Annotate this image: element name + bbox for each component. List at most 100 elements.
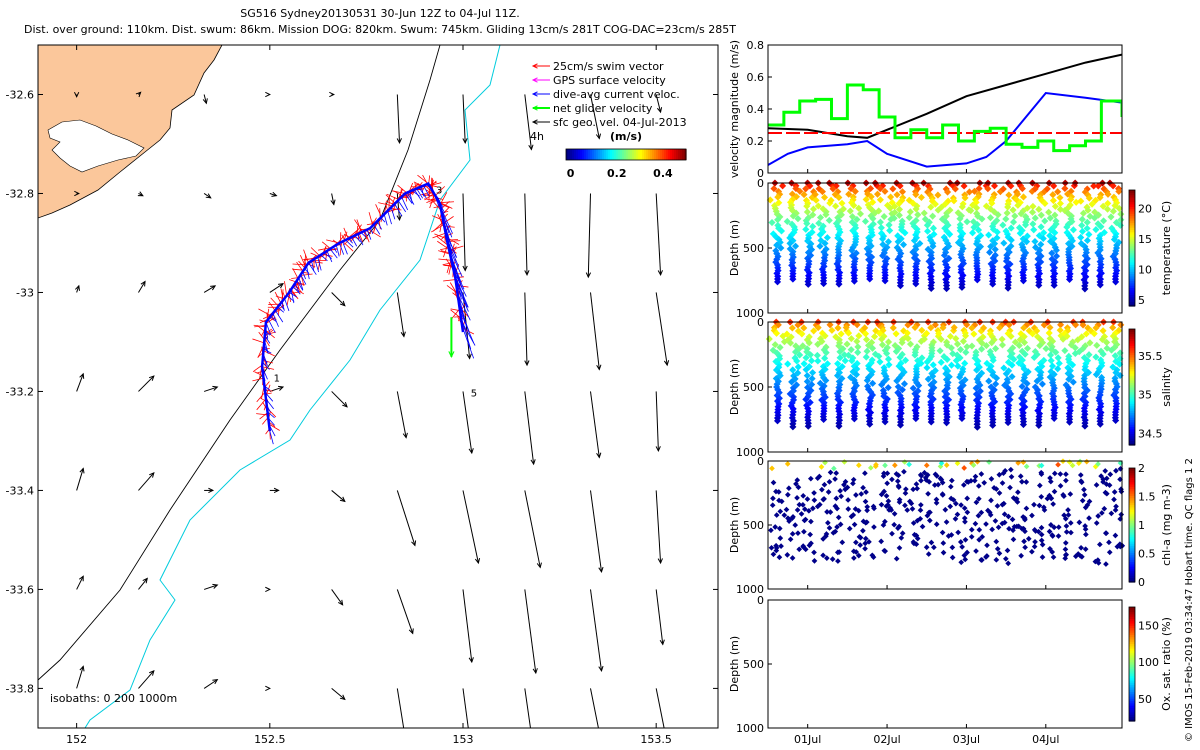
profile-sample-point xyxy=(989,280,997,288)
chl-sample-point xyxy=(889,530,895,537)
chl-sample-point xyxy=(787,536,794,543)
geostrophic-vector xyxy=(462,193,466,271)
profile-sample-point xyxy=(969,229,977,237)
geostrophic-vector-head xyxy=(74,284,80,291)
chl-sample-point xyxy=(851,555,857,561)
colorbar-segment xyxy=(1129,540,1135,544)
profile-sample-point xyxy=(855,332,863,340)
geostrophic-vector xyxy=(203,193,212,199)
section-frame xyxy=(767,599,1123,729)
chl-sample-point xyxy=(769,465,775,472)
colorbar-segment xyxy=(1129,689,1135,692)
chl-sample-point xyxy=(1111,489,1118,495)
profile-sample-point xyxy=(803,378,811,386)
colorbar-segment xyxy=(1129,273,1135,277)
profile-sample-point xyxy=(893,377,901,385)
swim-vector xyxy=(385,194,396,204)
chl-sample-point xyxy=(1083,531,1089,538)
profile-sample-point xyxy=(929,372,937,380)
chl-sample-point xyxy=(866,539,872,545)
chl-sample-point xyxy=(816,473,823,480)
profile-sample-point xyxy=(789,275,797,283)
geostrophic-vector-head xyxy=(655,446,661,452)
colorbar-segment xyxy=(650,149,653,160)
colorbar-segment xyxy=(1129,238,1135,242)
colorbar-segment xyxy=(1129,442,1135,446)
profile-sample-point xyxy=(853,321,861,329)
colorbar-segment xyxy=(1129,438,1135,441)
chl-sample-point xyxy=(851,521,858,528)
chl-sample-point xyxy=(970,462,977,468)
geostrophic-vector xyxy=(331,589,344,606)
chl-sample-point xyxy=(807,531,813,538)
colorbar-segment xyxy=(1129,707,1135,711)
colorbar-segment xyxy=(1129,363,1135,367)
profile-sample-point xyxy=(988,339,996,347)
geostrophic-vector-head xyxy=(466,353,472,360)
colorbar-segment xyxy=(1129,479,1135,483)
profile-sample-point xyxy=(1002,215,1010,223)
geostrophic-vector-head xyxy=(524,270,530,277)
geostrophic-vector-head xyxy=(210,285,217,291)
profile-sample-point xyxy=(1016,229,1024,237)
map-panel: 1 3 5 152 152.5 153 153.5 -32.6 -32.8 -33 -33.2 -33… xyxy=(6,44,719,746)
velocity-y-tick-label: 0.8 xyxy=(747,39,765,52)
swim-vector xyxy=(252,377,264,382)
chl-sample-point xyxy=(1076,519,1083,526)
chl-sample-point xyxy=(1022,544,1028,551)
map-y-tick-label: -33.6 xyxy=(6,583,34,596)
chl-sample-point xyxy=(901,468,907,475)
profile-sample-point xyxy=(774,216,782,224)
swim-vector xyxy=(292,268,304,271)
chl-sample-point xyxy=(800,544,807,550)
chl-sample-point xyxy=(960,482,967,488)
profile-sample-point xyxy=(970,187,979,195)
colorbar-segment xyxy=(1129,625,1135,629)
velocity-y-tick-label: 0.6 xyxy=(747,71,765,84)
profile-sample-point xyxy=(1049,197,1057,205)
geostrophic-vector-head xyxy=(656,107,663,114)
colorbar-segment xyxy=(1129,550,1135,553)
colorbar-segment xyxy=(1129,579,1135,583)
geostrophic-vector-head xyxy=(585,272,592,279)
chl-sample-point xyxy=(1002,467,1008,474)
profile-sample-point xyxy=(876,196,884,204)
chl-sample-point xyxy=(1113,503,1119,510)
profile-sample-point xyxy=(806,351,815,359)
map-y-tick-label: -32.8 xyxy=(6,187,34,200)
profile-sample-point xyxy=(963,218,971,226)
geostrophic-vector-head xyxy=(265,586,271,593)
colorbar-segment xyxy=(1129,196,1135,200)
chl-sample-point xyxy=(954,460,961,467)
colorbar-tick-label: 0.2 xyxy=(607,167,627,180)
colorbar-segment xyxy=(584,149,587,160)
chl-sample-point xyxy=(816,501,823,508)
colorbar-segment xyxy=(1129,499,1135,503)
geostrophic-vector xyxy=(396,391,407,438)
chl-sample-point xyxy=(894,478,901,484)
profile-sample-point xyxy=(1007,236,1015,244)
profile-sample-point xyxy=(901,229,909,237)
net-glider-velocity-head xyxy=(448,351,455,358)
chl-sample-point xyxy=(1082,526,1089,533)
colorbar-label: Ox. sat. ratio (%) xyxy=(1160,617,1173,711)
chl-sample-point xyxy=(988,497,994,504)
chl-sample-point xyxy=(832,476,838,482)
velocity-y-tick-label: 0 xyxy=(757,167,764,180)
geostrophic-vector-head xyxy=(329,91,335,98)
dive-avg-current-vector xyxy=(311,260,315,272)
colorbar-segment xyxy=(1129,285,1135,289)
colorbar-segment xyxy=(668,149,671,160)
profile-sample-point xyxy=(940,251,948,259)
profile-sample-point xyxy=(963,321,971,329)
dive-avg-current-vector xyxy=(351,236,358,247)
chl-sample-point xyxy=(913,541,920,548)
swim-vector xyxy=(391,190,406,194)
profile-sample-point xyxy=(999,221,1007,229)
profile-sample-point xyxy=(829,185,837,193)
chl-sample-point xyxy=(1062,552,1069,558)
chl-sample-point xyxy=(867,465,874,471)
profile-sample-point xyxy=(836,348,844,356)
profile-sample-point xyxy=(961,194,969,202)
profile-sample-point xyxy=(986,248,994,256)
